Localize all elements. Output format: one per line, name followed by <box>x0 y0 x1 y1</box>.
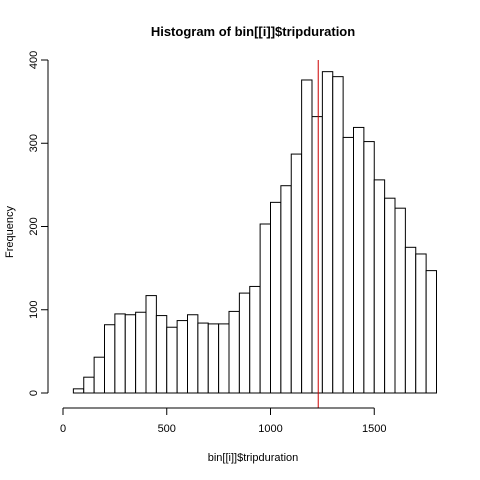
histogram-bar <box>249 285 261 394</box>
histogram-bar <box>373 179 386 394</box>
histogram-bar <box>135 311 147 394</box>
x-tick-label: 500 <box>158 423 176 435</box>
histogram-bar <box>290 153 303 394</box>
histogram-bar <box>238 292 251 394</box>
y-tick-label: 200 <box>28 217 40 235</box>
histogram-bar <box>155 315 168 394</box>
histogram-bar <box>187 314 199 394</box>
histogram-bar <box>218 323 230 394</box>
histogram-bar <box>83 376 95 394</box>
y-tick-label: 300 <box>28 134 40 152</box>
histogram-bar <box>363 141 375 394</box>
histogram-bar <box>104 324 116 394</box>
histogram-bar <box>124 314 137 394</box>
histogram-bar <box>197 322 209 394</box>
histogram-bar <box>207 323 220 394</box>
histogram-bar <box>332 76 344 394</box>
histogram-bar <box>353 126 365 394</box>
y-tick-label: 0 <box>28 390 40 396</box>
histogram-bar <box>228 310 240 394</box>
x-tick-label: 0 <box>60 423 66 435</box>
histogram-bar <box>404 246 417 394</box>
histogram-bar <box>145 295 157 394</box>
histogram-bar <box>176 320 188 394</box>
bars-group <box>72 71 437 394</box>
x-axis-label: bin[[i]]$tripduration <box>208 452 299 464</box>
histogram-bar <box>342 136 354 394</box>
histogram-bar <box>93 356 105 394</box>
x-tick-label: 1000 <box>258 423 282 435</box>
histogram-bar <box>166 326 178 394</box>
histogram-bar <box>394 207 406 394</box>
y-axis-label: Frequency <box>4 206 16 258</box>
histogram-bar <box>301 79 313 394</box>
y-tick-label: 400 <box>28 51 40 69</box>
y-tick-label: 100 <box>28 301 40 319</box>
histogram-bar <box>321 71 334 394</box>
x-tick-label: 1500 <box>362 423 386 435</box>
histogram-bar <box>311 116 323 394</box>
histogram-bar <box>72 388 85 394</box>
histogram-bar <box>425 270 437 394</box>
x-axis: 0 500 1000 1500 <box>60 407 386 435</box>
histogram-bar <box>384 197 396 394</box>
histogram-bar <box>114 313 126 394</box>
histogram-bar <box>259 223 271 394</box>
histogram-bar <box>270 201 282 394</box>
histogram-bar <box>415 253 427 394</box>
y-axis: 0 100 200 300 400 <box>28 51 49 396</box>
chart-title: Histogram of bin[[i]]$tripduration <box>151 24 355 39</box>
histogram-bar <box>280 185 292 394</box>
